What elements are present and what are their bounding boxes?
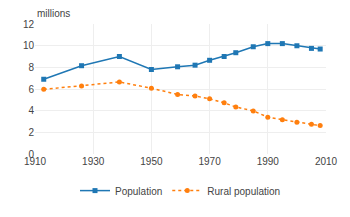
svg-text:4: 4 (28, 105, 34, 116)
svg-text:6: 6 (28, 84, 34, 95)
svg-text:Rural population: Rural population (207, 186, 280, 197)
svg-text:1910: 1910 (24, 156, 47, 167)
svg-text:millions: millions (37, 8, 70, 19)
svg-text:1990: 1990 (257, 156, 280, 167)
svg-text:2010: 2010 (315, 156, 338, 167)
svg-text:12: 12 (23, 19, 35, 30)
svg-text:0: 0 (28, 149, 34, 160)
svg-text:8: 8 (28, 62, 34, 73)
svg-text:1950: 1950 (140, 156, 163, 167)
svg-text:Population: Population (115, 186, 162, 197)
svg-text:1930: 1930 (82, 156, 105, 167)
svg-text:10: 10 (23, 40, 35, 51)
svg-text:2: 2 (28, 127, 34, 138)
svg-text:1970: 1970 (198, 156, 221, 167)
